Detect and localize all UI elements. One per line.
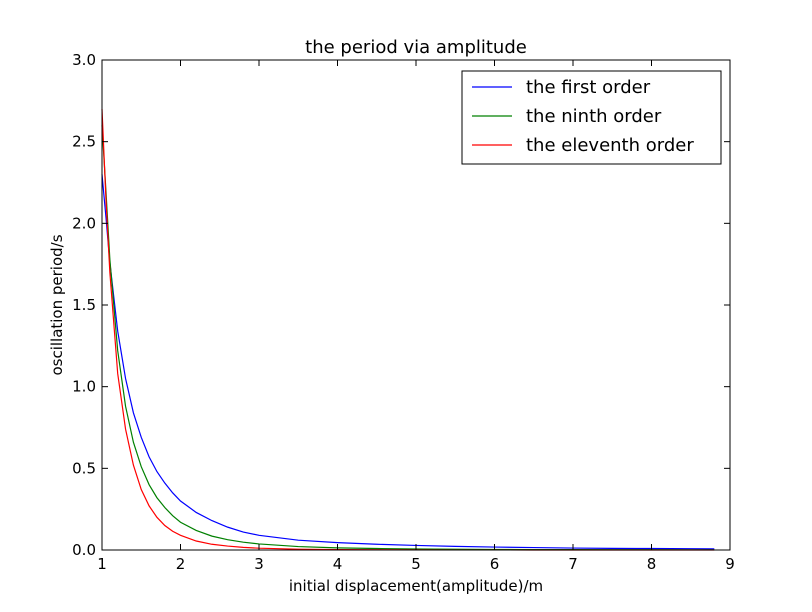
x-axis-ticks: 1 2 3 4 5 6 7 8 9: [97, 60, 735, 573]
series-line-1: [101, 174, 715, 550]
x-tick-label: 1: [97, 555, 107, 573]
x-tick-label: 8: [647, 555, 657, 573]
y-tick-label: 3.0: [72, 51, 96, 69]
chart-title: the period via amplitude: [305, 37, 527, 58]
x-tick-label: 2: [176, 555, 186, 573]
y-axis-ticks: 0.0 0.5 1.0 1.5 2.0 2.5 3.0: [72, 51, 730, 559]
legend-label-3: the eleventh order: [526, 135, 694, 156]
x-tick-label: 7: [568, 555, 578, 573]
legend-label-1: the first order: [526, 77, 651, 98]
y-tick-label: 1.0: [72, 378, 96, 396]
legend: the first order the ninth order the eleven…: [461, 70, 722, 165]
x-tick-label: 6: [490, 555, 500, 573]
x-tick-label: 3: [254, 555, 264, 573]
y-tick-label: 1.5: [72, 296, 96, 314]
x-tick-label: 4: [333, 555, 343, 573]
y-tick-label: 2.5: [72, 133, 96, 151]
y-tick-label: 0.0: [72, 541, 96, 559]
legend-label-2: the ninth order: [526, 106, 662, 127]
y-tick-label: 0.5: [72, 459, 96, 477]
y-tick-label: 2.0: [72, 214, 96, 232]
x-tick-label: 9: [725, 555, 735, 573]
x-tick-label: 5: [411, 555, 421, 573]
y-axis-label: oscillation period/s: [48, 234, 66, 375]
x-axis-label: initial displacement(amplitude)/m: [289, 577, 543, 595]
